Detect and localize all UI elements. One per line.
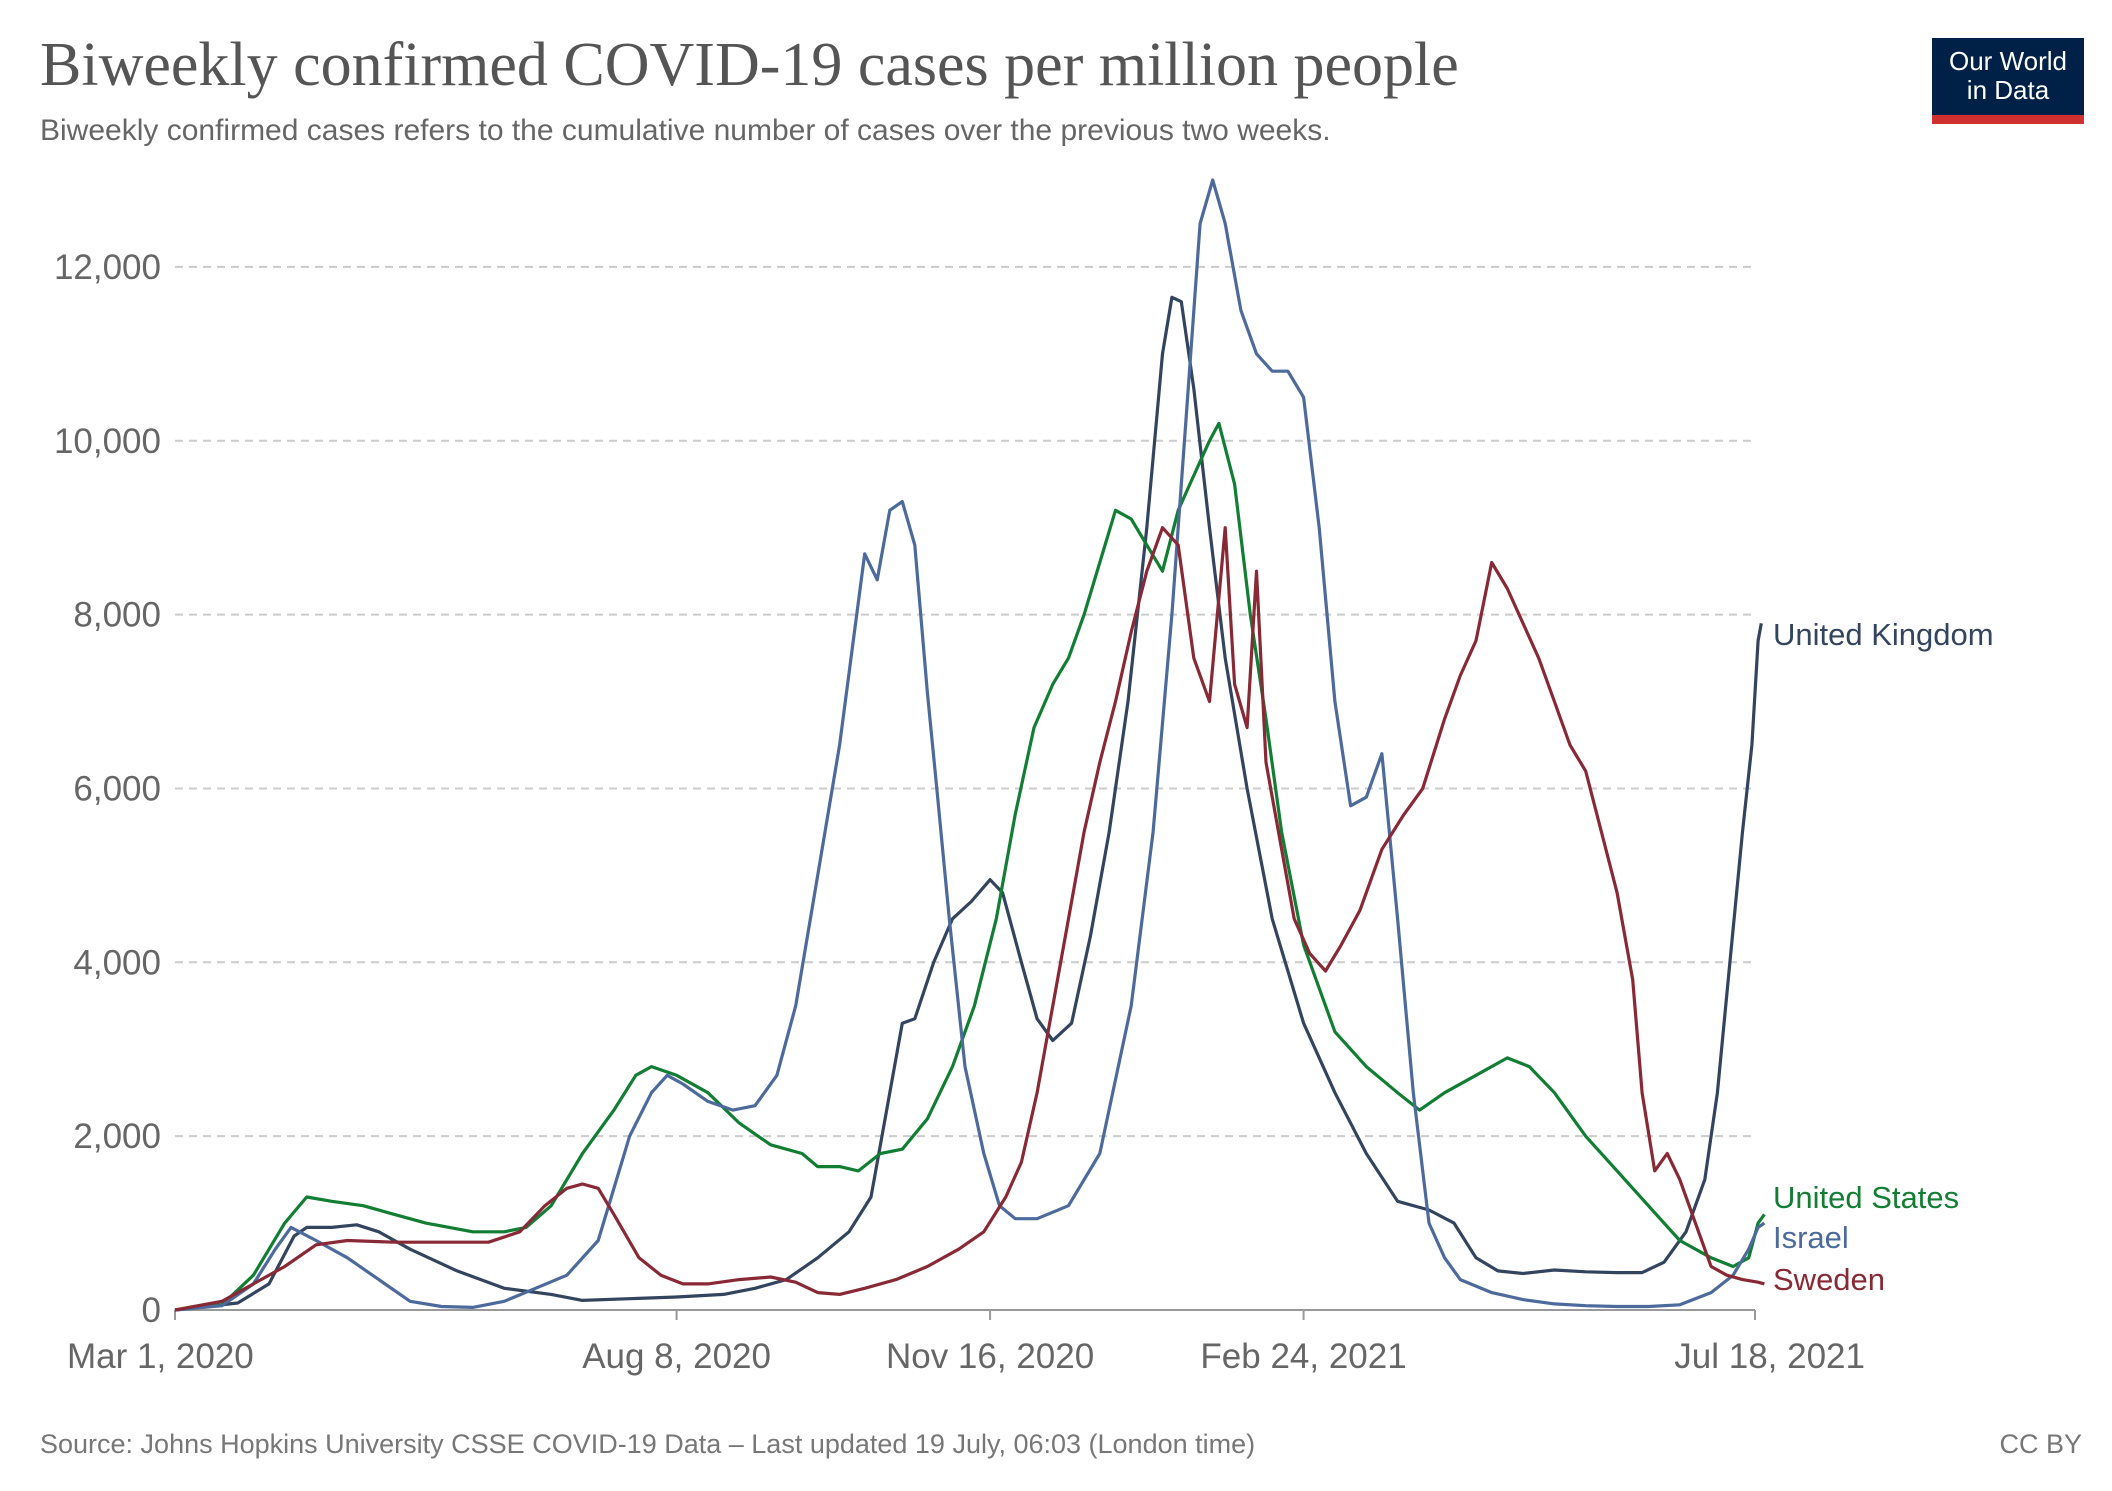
y-tick-label: 8,000 xyxy=(73,596,161,635)
owid-logo[interactable]: Our World in Data xyxy=(1932,38,2084,124)
series-label-united-states[interactable]: United States xyxy=(1773,1180,1959,1215)
y-tick-label: 2,000 xyxy=(73,1117,161,1156)
series-lines xyxy=(174,178,1766,1312)
series-line-united-kingdom[interactable] xyxy=(174,295,1763,1312)
x-tick-label: Jul 18, 2021 xyxy=(1674,1337,1865,1376)
y-tick-label: 0 xyxy=(142,1291,161,1330)
y-tick-label: 10,000 xyxy=(54,422,161,461)
series-line-israel[interactable] xyxy=(174,178,1766,1312)
series-label-sweden[interactable]: Sweden xyxy=(1773,1262,1885,1297)
series-line-sweden[interactable] xyxy=(174,526,1765,1312)
chart-subtitle: Biweekly confirmed cases refers to the c… xyxy=(40,114,1331,147)
x-tick-label: Nov 16, 2020 xyxy=(886,1337,1094,1376)
y-tick-label: 6,000 xyxy=(73,769,161,808)
series-label-israel[interactable]: Israel xyxy=(1773,1220,1849,1255)
x-tick-label: Aug 8, 2020 xyxy=(582,1337,771,1376)
gridlines xyxy=(175,265,1755,1311)
y-tick-label: 4,000 xyxy=(73,943,161,982)
chart-title: Biweekly confirmed COVID-19 cases per mi… xyxy=(40,31,1459,99)
x-tick-label: Feb 24, 2021 xyxy=(1200,1337,1406,1376)
x-axis-ticks: Mar 1, 2020 Aug 8, 2020 Nov 16, 2020 Feb 24… xyxy=(67,1310,1865,1376)
license-link[interactable]: CC BY xyxy=(1999,1429,2082,1459)
x-tick-label: Mar 1, 2020 xyxy=(67,1337,254,1376)
logo-line-2: in Data xyxy=(1966,75,2050,105)
series-label-united-kingdom[interactable]: United Kingdom xyxy=(1773,617,1994,652)
y-tick-label: 12,000 xyxy=(54,248,161,287)
source-note: Source: Johns Hopkins University CSSE CO… xyxy=(40,1429,1256,1459)
logo-line-1: Our World xyxy=(1949,46,2067,76)
series-labels: United Kingdom United States Israel Sweden xyxy=(1773,617,1994,1297)
series-line-united-states[interactable] xyxy=(174,421,1766,1312)
y-axis-ticks: 0 2,000 4,000 6,000 8,000 10,000 12,000 xyxy=(54,248,161,1330)
